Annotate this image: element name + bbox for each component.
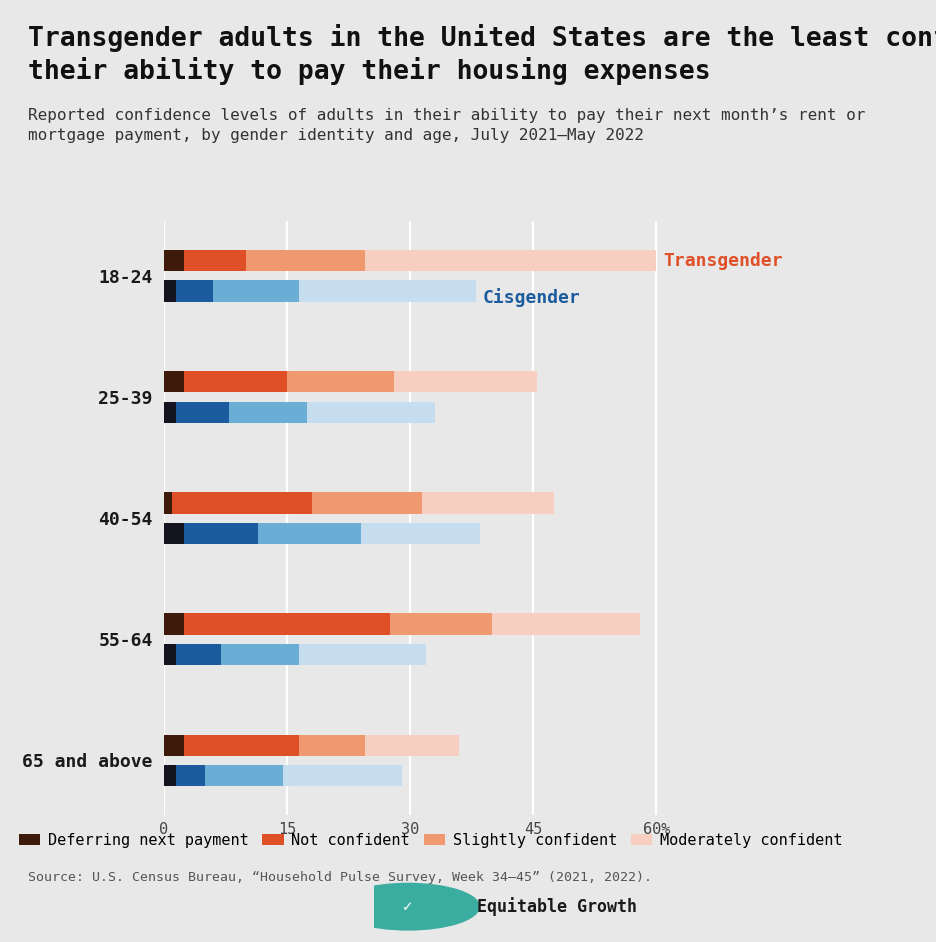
Bar xyxy=(300,281,475,301)
Bar xyxy=(258,523,360,544)
Text: Cisgender: Cisgender xyxy=(482,287,580,306)
Text: Transgender adults in the United States are the least confident in
their ability: Transgender adults in the United States … xyxy=(28,24,936,85)
Bar xyxy=(229,401,307,423)
Text: Source: U.S. Census Bureau, “Household Pulse Survey, Week 34–45” (2021, 2022).: Source: U.S. Census Bureau, “Household P… xyxy=(28,871,652,885)
Bar xyxy=(176,401,229,423)
Bar xyxy=(172,493,312,513)
Bar xyxy=(184,251,246,271)
Bar xyxy=(307,401,434,423)
Bar xyxy=(164,613,184,635)
Bar xyxy=(184,735,300,755)
Text: ✓: ✓ xyxy=(402,900,414,914)
Bar xyxy=(164,523,184,544)
Bar xyxy=(176,281,213,301)
Bar xyxy=(164,643,176,665)
Bar xyxy=(221,643,300,665)
Bar xyxy=(394,371,537,393)
Bar xyxy=(205,765,283,786)
Bar xyxy=(176,765,205,786)
Bar xyxy=(164,251,184,271)
Bar xyxy=(184,613,389,635)
Bar xyxy=(389,613,492,635)
Text: Equitable Growth: Equitable Growth xyxy=(477,897,637,917)
Bar xyxy=(360,523,480,544)
Bar xyxy=(184,523,258,544)
Bar xyxy=(213,281,300,301)
Bar xyxy=(422,493,554,513)
Bar xyxy=(184,371,287,393)
Bar xyxy=(312,493,422,513)
Bar xyxy=(164,281,176,301)
Bar xyxy=(164,765,176,786)
Text: Reported confidence levels of adults in their ability to pay their next month’s : Reported confidence levels of adults in … xyxy=(28,108,866,143)
Bar xyxy=(492,613,640,635)
Legend: Deferring next payment, Not confident, Slightly confident, Moderately confident: Deferring next payment, Not confident, S… xyxy=(13,827,848,854)
Bar xyxy=(300,735,365,755)
Circle shape xyxy=(337,884,479,930)
Bar xyxy=(246,251,365,271)
Bar xyxy=(283,765,402,786)
Bar xyxy=(365,251,656,271)
Bar xyxy=(365,735,460,755)
Bar xyxy=(164,493,172,513)
Bar xyxy=(164,371,184,393)
Bar xyxy=(164,401,176,423)
Bar xyxy=(164,735,184,755)
Text: Transgender: Transgender xyxy=(663,252,782,269)
Bar xyxy=(176,643,221,665)
Bar xyxy=(300,643,427,665)
Bar xyxy=(287,371,394,393)
